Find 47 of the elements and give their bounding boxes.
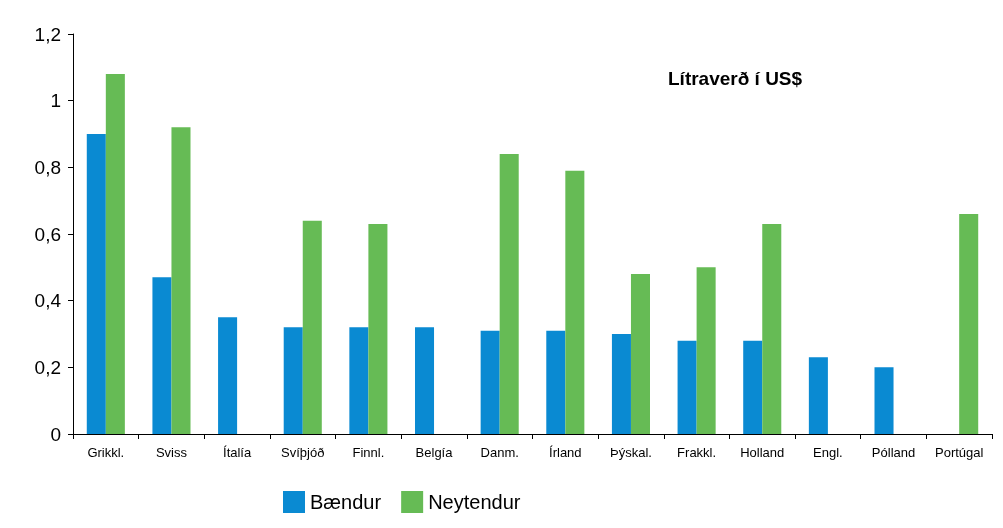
bar <box>696 267 716 434</box>
x-tick-label: Þýskal. <box>610 445 652 460</box>
x-tick-label: Engl. <box>813 445 843 460</box>
bar <box>874 367 894 434</box>
bar <box>480 330 500 434</box>
x-tick-label: Belgía <box>415 445 454 460</box>
y-tick-label: 0,6 <box>34 223 61 245</box>
bar <box>368 224 388 434</box>
legend-label: Bændur <box>310 491 382 513</box>
y-tick-label: 0,4 <box>34 290 62 312</box>
bar <box>959 214 979 434</box>
bar <box>415 327 435 434</box>
bar <box>762 224 782 434</box>
bar <box>546 330 566 434</box>
text: Lítraverð í US$ <box>668 68 803 89</box>
bar <box>743 340 763 434</box>
x-tick-label: Danm. <box>480 445 519 460</box>
bar <box>677 340 697 434</box>
y-tick-label: 0,2 <box>34 356 61 378</box>
bar <box>105 74 125 434</box>
x-tick-label: Ítalía <box>223 445 252 460</box>
y-tick-label: 1,2 <box>34 23 61 45</box>
bar <box>499 154 519 434</box>
bar <box>283 327 303 434</box>
x-tick-label: Portúgal <box>934 445 984 460</box>
bar <box>630 274 650 434</box>
bar <box>565 170 585 434</box>
bar <box>302 220 322 434</box>
bar <box>808 357 828 434</box>
bar <box>152 277 172 434</box>
x-tick-label: Írland <box>549 445 582 460</box>
legend-label: Neytendur <box>428 491 521 513</box>
x-tick-label: Finnl. <box>352 445 385 460</box>
bar <box>611 334 631 434</box>
y-tick-label: 1 <box>50 90 61 112</box>
x-tick-label: Grikkl. <box>87 445 125 460</box>
x-tick-label: Holland <box>740 445 785 460</box>
x-tick-label: Frakkl. <box>677 445 717 460</box>
y-tick-label: 0,8 <box>34 156 61 178</box>
x-tick-label: Sviss <box>155 445 188 460</box>
x-tick-label: Svíþjóð <box>281 445 325 460</box>
bar <box>171 127 191 434</box>
bar <box>86 134 106 434</box>
bar <box>349 327 369 434</box>
bar <box>218 317 238 434</box>
x-tick-label: Pólland <box>871 445 916 460</box>
y-tick-label: 0 <box>50 423 61 445</box>
